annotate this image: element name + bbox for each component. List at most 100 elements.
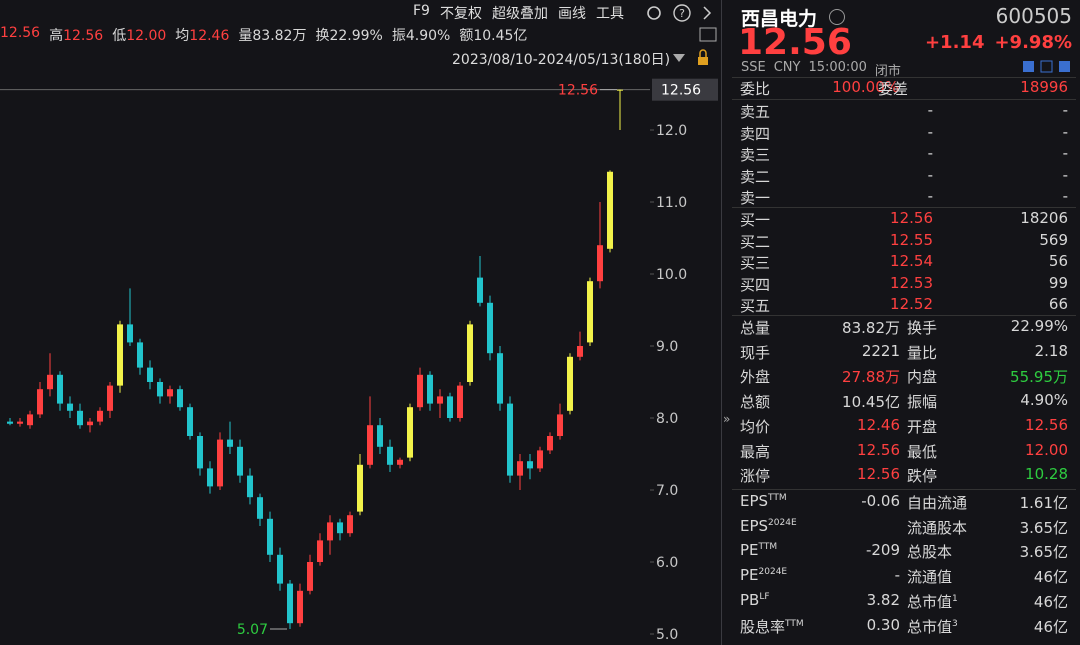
candle-body [557,414,563,436]
quote-value: 12.46 [189,28,230,44]
label-text: 买五 [740,297,771,315]
label-text: 涨停 [740,467,771,486]
row-label: 卖四 [740,123,770,144]
candle-body [407,407,413,458]
row-value: 12.56 [857,440,900,459]
candle-body [197,436,203,469]
label-text: 均价 [740,417,771,436]
label-text: 跌停 [907,467,938,486]
candle-body [297,590,303,624]
separator [732,77,1076,78]
quote-label: 高 [49,28,64,44]
row-value: 4.90% [1020,391,1068,410]
row-value: - [1062,122,1068,141]
row-label: PE2024E [740,566,787,584]
candle-body [257,497,263,519]
row-value: 100.00% [832,78,899,96]
quote-field: 高12.56 [49,25,103,45]
row-value: 10.28 [1025,465,1068,484]
candle-body [287,583,293,624]
row-label: 最高 [740,441,770,462]
toolbar-item[interactable]: F9 [413,3,430,19]
quote-value: 4.90% [405,28,451,44]
label-text: 卖二 [740,167,771,186]
candle-body [87,421,93,426]
row-label: 总市值1 [907,591,958,612]
row-label: EPS2024E [740,517,797,535]
candle-body [277,554,283,584]
row-value: 27.88万 [842,368,900,387]
help-icon[interactable] [673,4,691,22]
quote-value: 83.82万 [252,28,307,44]
row-value: - [927,165,933,184]
label-text: PB [740,590,760,609]
candle-body [177,389,183,408]
row-value: 2221 [861,341,900,360]
label-text: 委比 [740,80,771,98]
candle-body [217,439,223,487]
row-value: 10.45亿 [842,393,900,412]
row-label: 量比 [907,342,937,363]
row-label: 股息率TTM [740,616,804,637]
toolbar-icons: ? [647,4,717,65]
quote-label: 低 [112,28,127,44]
candle-body [427,374,433,404]
price: 12.56 [738,22,852,63]
lock-icon[interactable] [698,57,708,65]
label-text: 总市值 [907,592,953,611]
window-icon[interactable] [1040,60,1053,73]
row-label: 买五 [740,295,770,316]
candle-body [127,324,133,343]
label-text: 最高 [740,442,771,461]
info-icon[interactable] [829,9,845,25]
candle-body [137,342,143,368]
date-range: 2023/08/10-2024/05/13(180日) [452,52,671,68]
toolbar-item[interactable]: 工具 [595,6,624,22]
candle-body [607,171,613,249]
settings-icon[interactable] [647,6,661,20]
row-value: 12.56 [890,209,933,227]
y-tick-label: 10.0 [656,267,687,283]
candle-body [307,562,313,591]
row-value: 56 [1048,252,1068,270]
row-label: 流通股本 [907,517,967,538]
row-label: 流通值 [907,566,952,587]
status-state: 闭市 [874,64,901,79]
label-text: 委差 [878,80,909,98]
label-text: 总股本 [907,543,953,562]
row-value: 3.65亿 [1019,543,1068,562]
collapse-toggle[interactable]: » [723,412,731,426]
wp-icon[interactable] [699,27,717,42]
row-value: 22.99% [1010,317,1068,335]
row-value: 18996 [1020,78,1068,96]
dropdown-arrow[interactable] [673,54,685,62]
label-sup: TTM [758,542,778,553]
toolbar-item[interactable]: 画线 [557,6,586,22]
label-text: 买三 [740,254,771,272]
row-value: 46亿 [1033,568,1068,587]
quote-field: 振4.90% [392,25,450,45]
candle-body [7,421,13,424]
toolbar-item[interactable]: 不复权 [439,6,482,22]
candle-body [227,439,233,447]
label-text: 卖一 [740,189,771,207]
y-tick-label: 6.0 [656,555,678,571]
label-text: 振幅 [907,393,938,412]
candle-body [187,407,193,436]
candle-body [117,324,123,386]
edit-icon[interactable] [1023,61,1034,72]
label-text: 内盘 [907,368,938,387]
quote-value: 22.99% [329,28,383,44]
candle-body [417,374,423,408]
next-icon[interactable] [703,6,712,20]
label-text: EPS [740,492,769,510]
status-exchange: SSE [741,60,766,75]
candle-body [347,515,353,534]
label-text: 股息率 [740,617,786,636]
add-icon[interactable] [1059,61,1070,72]
row-value: -209 [865,541,900,560]
candle-body [107,385,113,411]
toolbar-item[interactable]: 超级叠加 [491,6,548,22]
row-value: - [1062,101,1068,119]
candle-body [67,403,73,411]
